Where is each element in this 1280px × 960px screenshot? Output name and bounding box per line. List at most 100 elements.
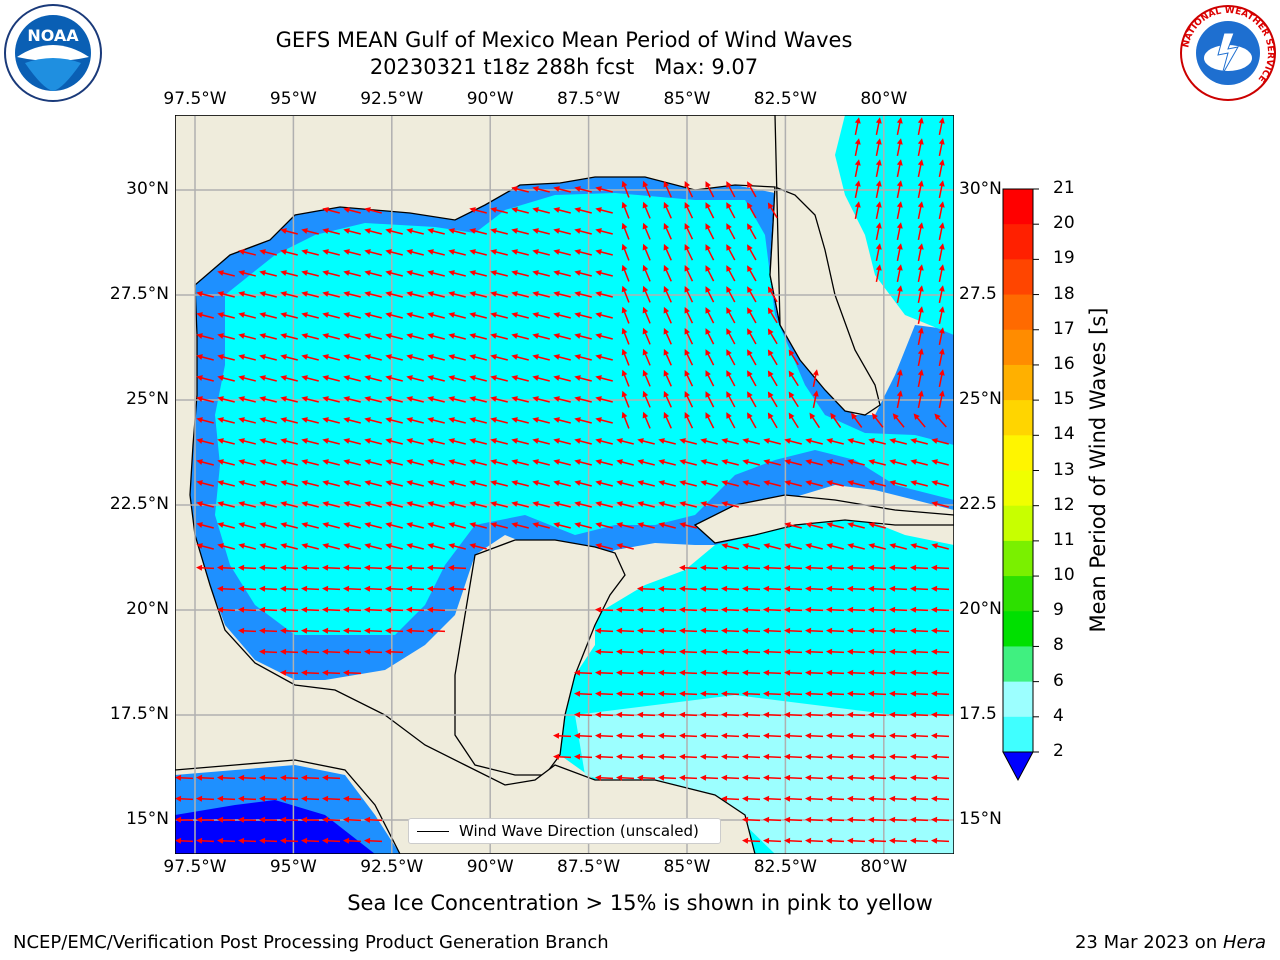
wind-arrow-head xyxy=(343,333,350,339)
wind-arrow-head xyxy=(847,816,854,823)
wind-arrow-head xyxy=(217,795,224,802)
wind-arrow-head xyxy=(616,669,623,676)
wind-arrow-head xyxy=(553,438,560,444)
colorbar-tick-label: 11 xyxy=(1053,529,1075,550)
wind-arrow-head xyxy=(406,501,413,507)
wind-arrow-head xyxy=(763,480,770,486)
wind-arrow-head xyxy=(637,606,644,613)
wind-arrow-head xyxy=(217,354,224,360)
wind-arrow-head xyxy=(875,117,882,124)
wind-arrow-head xyxy=(700,459,707,465)
wind-arrow-head xyxy=(259,501,266,507)
wind-arrow-head xyxy=(854,201,861,208)
wind-arrow-head xyxy=(663,306,670,314)
wind-arrow-head xyxy=(322,459,329,465)
wind-arrow-head xyxy=(938,222,945,229)
wind-arrow-head xyxy=(301,669,308,676)
wind-arrow-head xyxy=(490,270,497,276)
wind-arrow-head xyxy=(196,354,203,360)
wind-arrow-head xyxy=(322,396,329,402)
wind-arrow-head xyxy=(322,627,329,634)
wind-arrow-head xyxy=(301,228,308,234)
wind-arrow-head xyxy=(788,370,795,378)
wind-arrow-head xyxy=(830,412,837,420)
wind-arrow-head xyxy=(448,522,455,528)
wind-arrow-head xyxy=(280,291,287,297)
wind-arrow-head xyxy=(301,774,308,781)
wind-arrow-head xyxy=(658,669,665,676)
wind-arrow-head xyxy=(280,606,287,613)
map-plot xyxy=(175,115,954,854)
colorbar-tick-label: 13 xyxy=(1053,459,1075,480)
wind-arrow-head xyxy=(595,606,602,613)
wind-arrow-head xyxy=(427,417,434,423)
wind-arrow-head xyxy=(889,753,896,760)
wind-arrow-head xyxy=(406,312,413,318)
wind-arrow-head xyxy=(490,354,497,360)
wind-arrow-head xyxy=(854,117,861,124)
wind-arrow-head xyxy=(574,354,581,360)
wind-arrow-head xyxy=(700,753,707,760)
wind-arrow-head xyxy=(847,795,854,802)
wind-arrow-head xyxy=(875,180,882,187)
wind-arrow-head xyxy=(343,249,350,255)
wind-arrow-head xyxy=(742,648,749,655)
wind-arrow-head xyxy=(642,222,649,230)
wind-arrow-head xyxy=(301,501,308,507)
wind-arrow-head xyxy=(322,333,329,339)
wind-arrow-head xyxy=(343,312,350,318)
wind-arrow-head xyxy=(532,249,539,255)
wind-arrow-head xyxy=(553,228,560,234)
lat-tick-left: 25°N xyxy=(126,389,169,409)
wind-arrow-head xyxy=(868,648,875,655)
wind-arrow-head xyxy=(805,627,812,634)
wind-arrow-head xyxy=(910,711,917,718)
wind-arrow-head xyxy=(406,375,413,381)
wind-arrow-head xyxy=(595,249,602,255)
wind-arrow-head xyxy=(511,522,518,528)
wind-arrow-head xyxy=(705,265,711,272)
wind-arrow-head xyxy=(280,585,287,592)
title-line1: GEFS MEAN Gulf of Mexico Mean Period of … xyxy=(275,28,853,52)
wind-arrow-head xyxy=(427,249,434,255)
wind-arrow-head xyxy=(259,291,266,297)
wind-arrow-head xyxy=(700,438,707,444)
colorbar-tick-label: 15 xyxy=(1053,389,1075,410)
wind-arrow-head xyxy=(427,501,434,507)
wind-arrow-head xyxy=(826,837,833,844)
wind-arrow-head xyxy=(826,627,833,634)
wind-arrow-head xyxy=(663,201,670,209)
wind-arrow-head xyxy=(938,390,945,397)
wind-arrow-head xyxy=(322,648,329,655)
wind-arrow-head xyxy=(875,264,882,271)
lon-tick-bottom: 95°W xyxy=(269,857,317,877)
wind-arrow-head xyxy=(847,564,854,571)
wind-arrow-head xyxy=(469,522,476,528)
colorbar xyxy=(1002,188,1039,782)
wind-arrow-head xyxy=(217,459,224,465)
wind-arrow-head xyxy=(301,291,308,297)
wind-arrow-head xyxy=(238,312,245,318)
wind-arrow-head xyxy=(406,522,413,528)
wind-arrow-head xyxy=(826,585,833,592)
wind-arrow-head xyxy=(574,753,581,760)
lat-tick-right: 22.5 xyxy=(959,494,997,514)
wind-arrow-head xyxy=(742,753,749,760)
wind-arrow-head xyxy=(217,522,224,528)
wind-arrow-head xyxy=(679,480,686,486)
wind-arrow-head xyxy=(621,201,628,209)
wind-arrow-head xyxy=(511,291,518,297)
wind-arrow-head xyxy=(280,249,287,255)
wind-arrow-head xyxy=(343,207,350,213)
wind-arrow-head xyxy=(637,774,644,781)
wind-arrow-head xyxy=(238,480,245,486)
wind-arrow-head xyxy=(217,837,224,844)
wind-arrow-head xyxy=(469,228,476,234)
wind-arrow-head xyxy=(301,480,308,486)
wind-arrow-head xyxy=(784,753,791,760)
wind-arrow-head xyxy=(658,522,665,528)
wind-arrow-head xyxy=(726,307,732,314)
wind-arrow-head xyxy=(595,732,602,739)
wind-arrow-head xyxy=(896,201,903,208)
lat-tick-left: 20°N xyxy=(126,599,169,619)
